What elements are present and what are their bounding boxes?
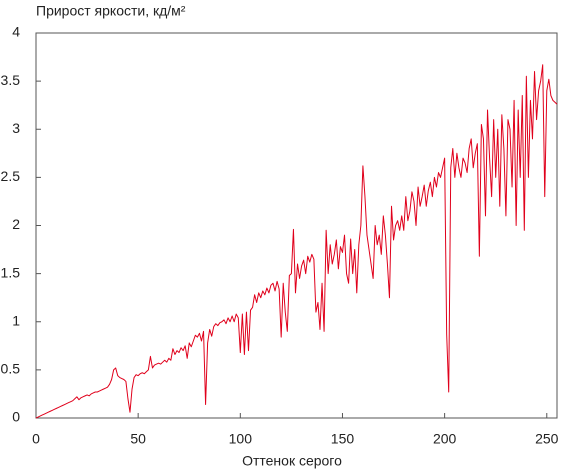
x-axis-label: Оттенок серого [242, 453, 342, 469]
x-tick-label: 100 [229, 431, 253, 447]
y-tick-label: 1 [12, 312, 20, 328]
y-tick-label: 3.5 [1, 72, 21, 88]
y-tick-label: 0.5 [1, 361, 21, 377]
chart-title: Прирост яркости, кд/м² [36, 3, 186, 19]
x-tick-label: 150 [331, 431, 355, 447]
x-tick-label: 200 [433, 431, 457, 447]
y-tick-label: 2.5 [1, 168, 21, 184]
x-tick-label: 0 [32, 431, 40, 447]
y-tick-label: 0 [12, 409, 20, 425]
y-tick-label: 1.5 [1, 264, 21, 280]
y-tick-label: 2 [12, 216, 20, 232]
x-tick-label: 250 [535, 431, 559, 447]
y-tick-label: 4 [12, 24, 20, 40]
y-tick-label: 3 [12, 120, 20, 136]
data-line [35, 64, 558, 419]
x-tick-label: 50 [130, 431, 146, 447]
